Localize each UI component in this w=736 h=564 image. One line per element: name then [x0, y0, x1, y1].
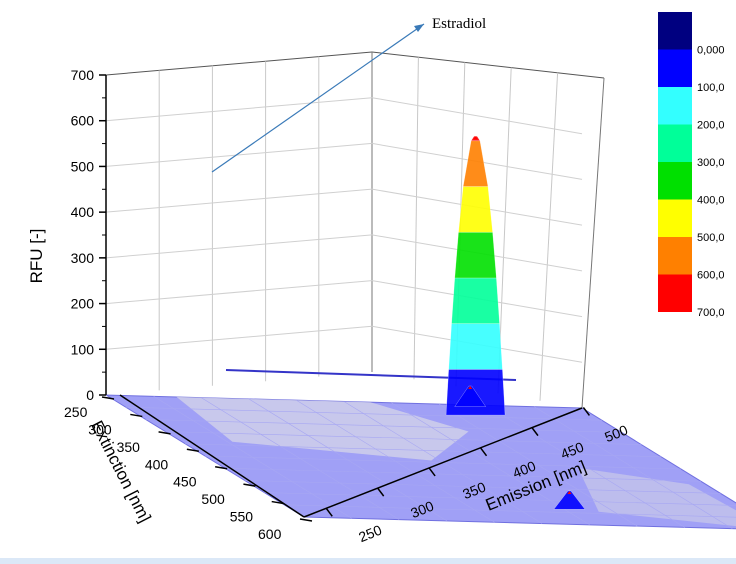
wall-grid-line [105, 142, 373, 167]
extinction-tick-label: 300 [88, 421, 112, 437]
extinction-axis-line [119, 394, 305, 518]
extinction-major-tick [243, 483, 256, 487]
legend-swatch [658, 274, 692, 312]
legend-swatch [658, 162, 692, 200]
z-tick-label: 600 [71, 113, 95, 129]
wall-grid-line [105, 280, 373, 305]
floor-noise-region [176, 396, 469, 461]
peak-band [458, 186, 493, 233]
legend-label: 500,0 [697, 232, 725, 244]
wall-grid-line [539, 72, 559, 401]
floor-mesh-line [224, 467, 701, 482]
legend-swatch [658, 49, 692, 87]
wall-top-edge-left [105, 51, 373, 76]
legend-swatch [658, 199, 692, 237]
emission-major-tick [428, 467, 436, 477]
floor-mesh-line [439, 403, 638, 527]
extinction-tick-label: 500 [201, 491, 225, 507]
wall-grid-line [105, 325, 373, 350]
window-bottom-band [0, 558, 736, 564]
peak-band [553, 490, 586, 510]
emission-major-tick [377, 487, 385, 497]
z-tick-label: 300 [71, 250, 95, 266]
floor-mesh-line [391, 402, 590, 526]
wall-grid-line [105, 234, 373, 259]
wall-grid-line [105, 188, 373, 213]
z-tick-label: 0 [86, 387, 94, 403]
wall-grid-line [371, 97, 583, 135]
wall-grid-line [413, 57, 419, 380]
emission-major-tick [582, 407, 590, 416]
extinction-tick-label: 600 [258, 526, 282, 542]
annotation-arrowhead [414, 24, 424, 32]
z-tick-label: 700 [71, 67, 95, 83]
floor-mesh-line [264, 492, 736, 506]
legend-label: 0,000 [697, 45, 725, 57]
z-tick-label: 400 [71, 204, 95, 220]
peak-band [448, 323, 503, 370]
floor-surface [104, 369, 736, 530]
annotation-group: Estradiol [211, 16, 486, 173]
emission-major-tick [531, 427, 539, 437]
extinction-tick-label: 350 [117, 439, 141, 455]
legend-swatch [658, 124, 692, 162]
legend-label: 700,0 [697, 307, 725, 319]
legend-swatch [658, 237, 692, 275]
extinction-major-tick [186, 448, 199, 453]
wall-top-edge-right [371, 51, 605, 79]
annotation-arrow [211, 23, 425, 173]
peak-estradiol [445, 135, 506, 416]
extinction-tick-label: 400 [145, 456, 169, 472]
wall-left [106, 52, 372, 395]
extinction-major-tick [130, 413, 143, 418]
extinction-tick-label: 450 [173, 474, 197, 490]
legend-label: 600,0 [697, 270, 725, 282]
emission-major-tick [479, 447, 488, 457]
peak-minor [454, 385, 487, 407]
floor-noise-region [578, 467, 736, 527]
peak-band [454, 385, 487, 407]
peak-band [451, 277, 500, 324]
z-axis-title: RFU [-] [27, 229, 46, 284]
legend-swatch [658, 87, 692, 125]
emission-major-tick [325, 507, 333, 517]
z-tick-label: 200 [71, 296, 95, 312]
extinction-major-tick [215, 465, 228, 470]
z-tick-label: 100 [71, 341, 95, 357]
legend-label: 400,0 [697, 195, 725, 207]
peak-tip [567, 490, 572, 494]
floor-mesh-line [486, 405, 685, 528]
legend-label: 100,0 [697, 82, 725, 94]
extinction-major-tick [158, 431, 171, 435]
floor-mesh-line [534, 406, 733, 529]
back-walls [105, 51, 605, 409]
legend-label: 200,0 [697, 120, 725, 132]
floor-mesh-line [284, 504, 736, 518]
peak-band [462, 140, 489, 187]
extinction-major-tick [299, 518, 313, 522]
wall-grid-line [105, 97, 373, 122]
peak-surfaces [445, 135, 586, 510]
peak-minor [553, 490, 586, 510]
extinction-major-tick [271, 500, 284, 505]
peak-band [454, 231, 497, 279]
emission-tick-label: 250 [356, 521, 384, 545]
emission-axis-line [303, 407, 583, 518]
legend-swatch [658, 12, 692, 50]
z-tick-label: 500 [71, 158, 95, 174]
extinction-tick-label: 550 [230, 509, 254, 525]
wall-right-edge [581, 77, 605, 409]
peak-tip [473, 136, 478, 140]
floor-mesh-line [244, 480, 721, 494]
z-axis: 0 100 200 300 400 500 600 700 [71, 67, 107, 403]
annotation-label: Estradiol [432, 16, 486, 32]
color-legend: 0,000 100,0 200,0 300,0 400,0 500,0 600,0 700,0 [658, 12, 725, 319]
extinction-major-tick [101, 396, 115, 400]
legend-label: 300,0 [697, 157, 725, 169]
peak-tip [468, 386, 473, 390]
extinction-tick-label: 250 [64, 404, 88, 420]
